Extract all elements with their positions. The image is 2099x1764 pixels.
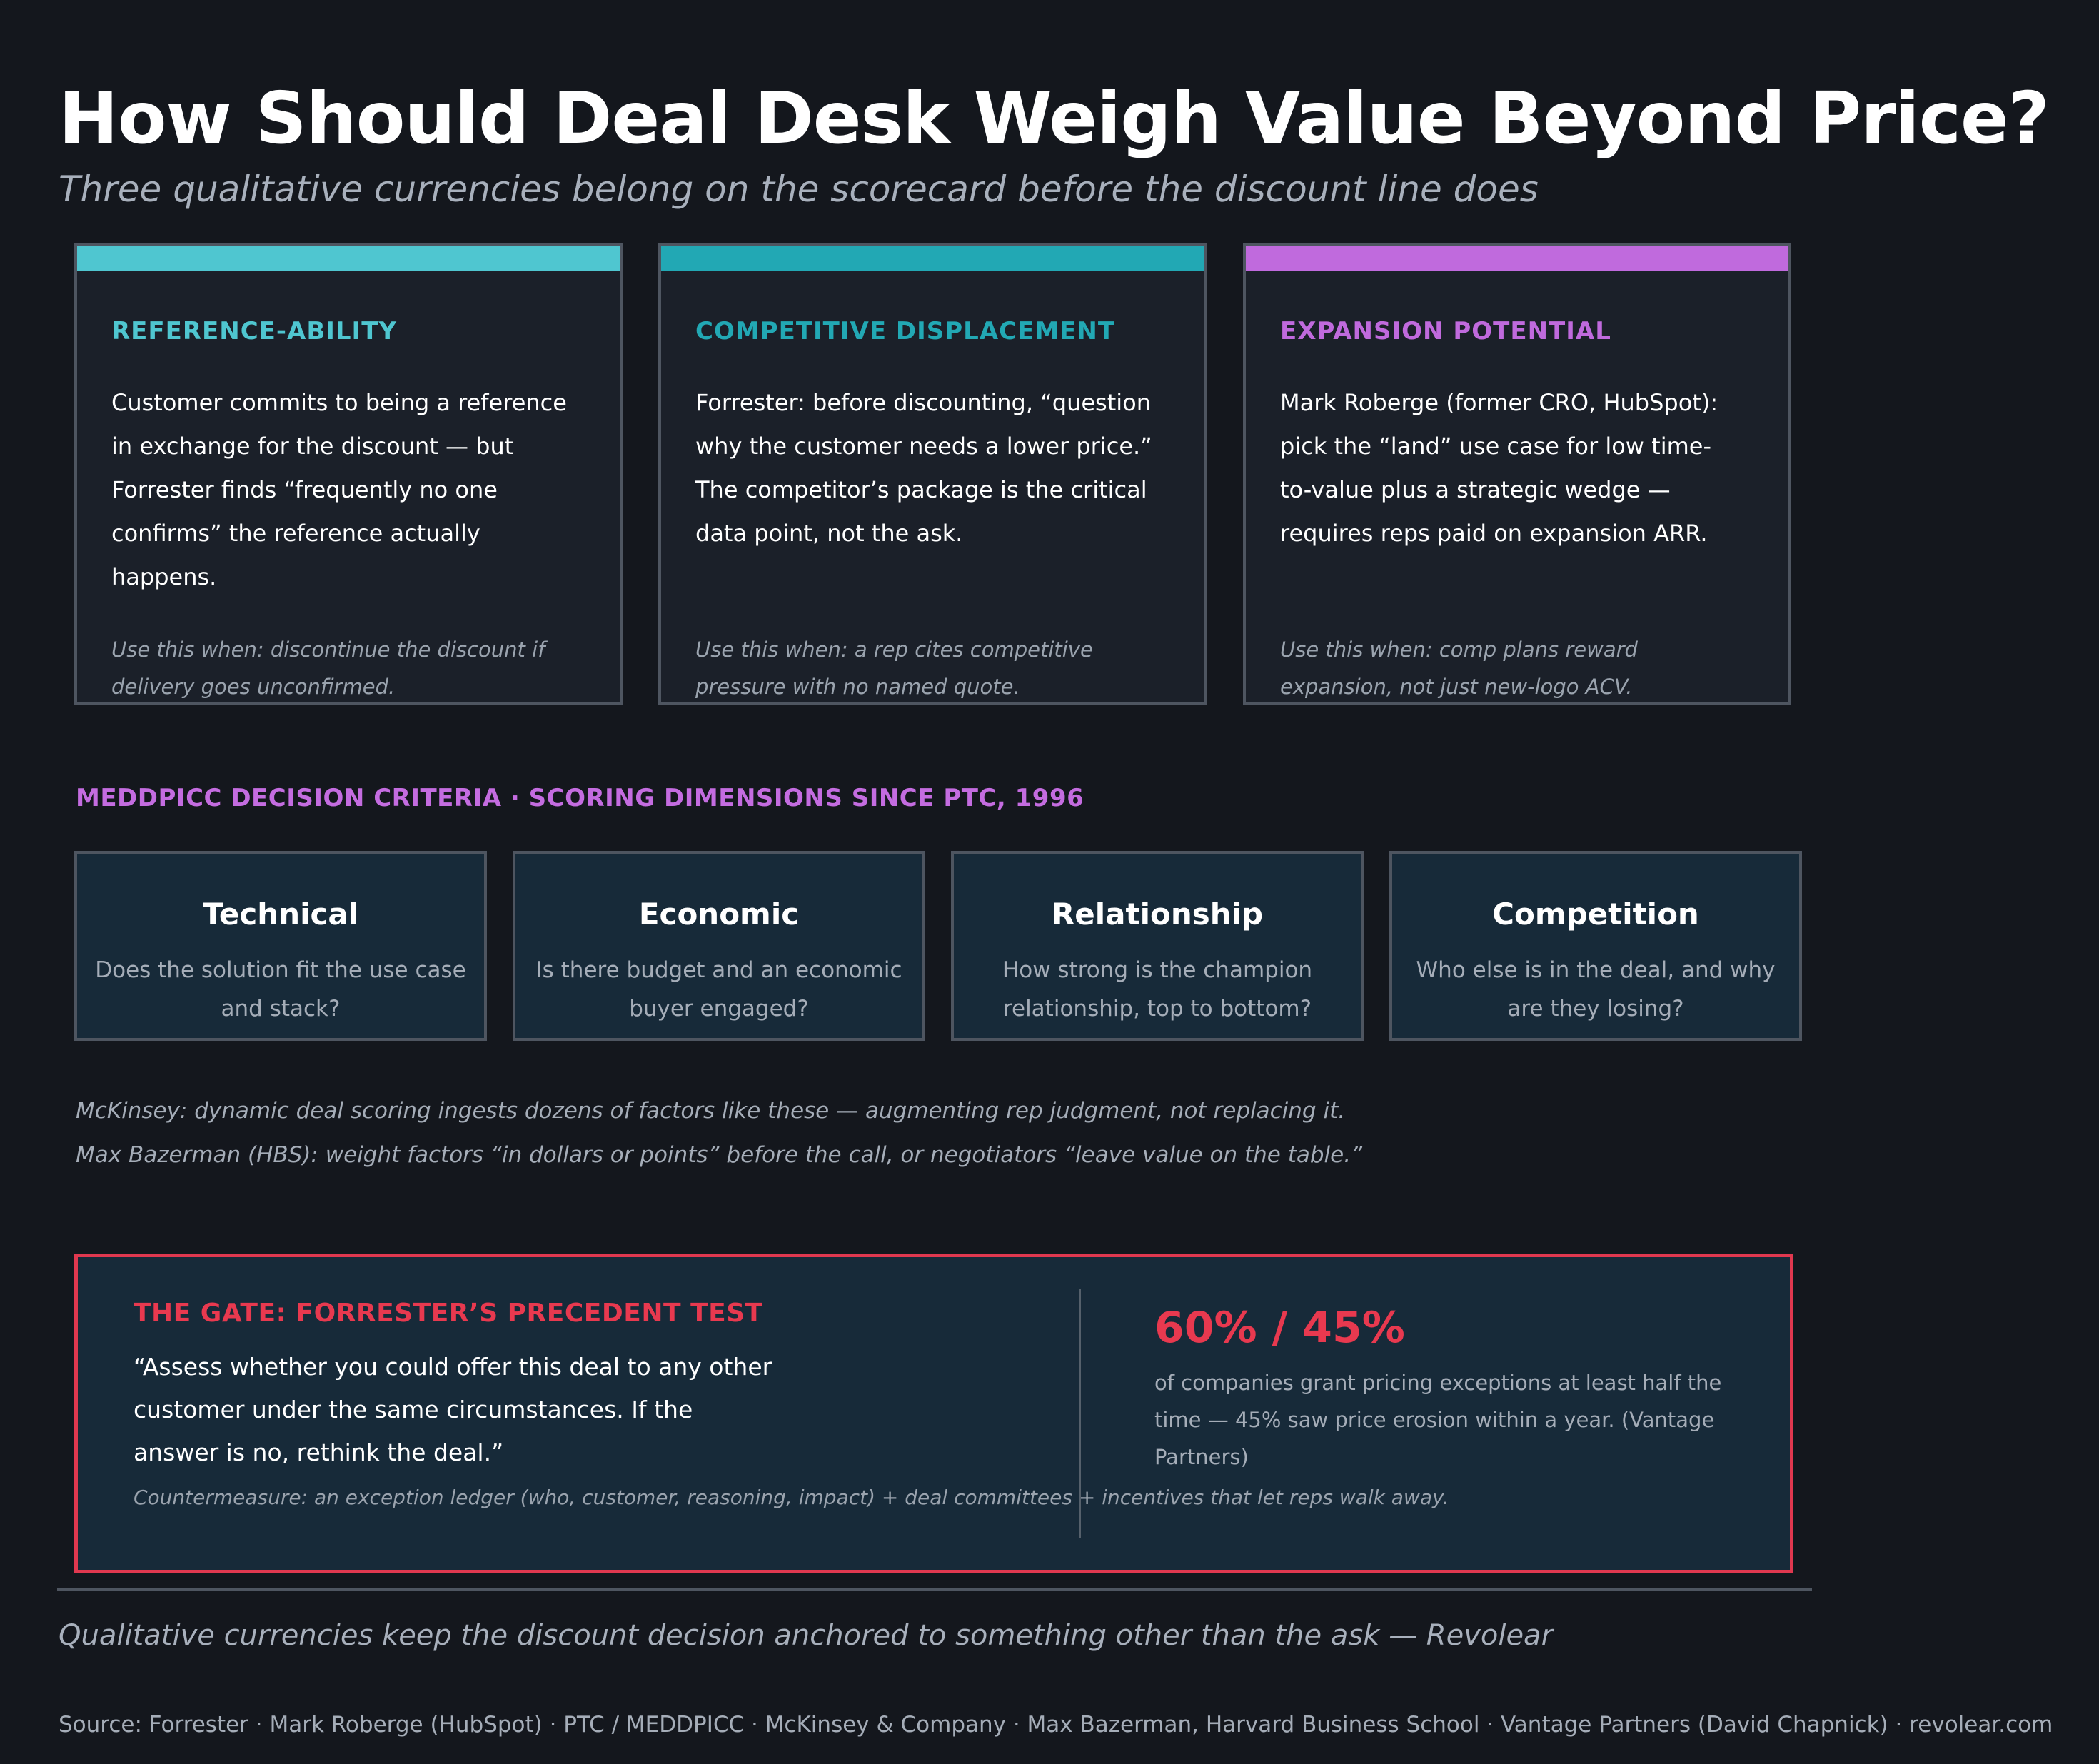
criterion-description: Who else is in the deal, and why are the… — [1416, 957, 1776, 1022]
card-accent-bar — [661, 246, 1204, 271]
card-body: Customer commits to being a reference in… — [111, 389, 567, 590]
gate-panel: THE GATE: FORRESTER’S PRECEDENT TEST “As… — [74, 1254, 1793, 1573]
card-accent-bar — [1246, 246, 1788, 271]
card-expansion-potential: EXPANSION POTENTIAL Mark Roberge (former… — [1243, 243, 1791, 705]
card-body: Mark Roberge (former CRO, HubSpot): pick… — [1280, 389, 1718, 547]
criterion-name: Relationship — [1051, 897, 1264, 932]
criterion-economic: Economic Is there budget and an economic… — [513, 851, 925, 1041]
card-competitive-displacement: COMPETITIVE DISPLACEMENT Forrester: befo… — [658, 243, 1207, 705]
note-bazerman: Max Bazerman (HBS): weight factors “in d… — [76, 1142, 1363, 1168]
page-subtitle: Three qualitative currencies belong on t… — [59, 168, 1539, 210]
card-title: EXPANSION POTENTIAL — [1280, 317, 1611, 346]
gate-title: THE GATE: FORRESTER’S PRECEDENT TEST — [134, 1299, 763, 1328]
footer-tagline: Qualitative currencies keep the discount… — [59, 1619, 1554, 1652]
page-title: How Should Deal Desk Weigh Value Beyond … — [59, 76, 2050, 160]
gate-stat: 60% / 45% — [1154, 1303, 1405, 1353]
footer-source: Source: Forrester · Mark Roberge (HubSpo… — [59, 1712, 2053, 1738]
note-mckinsey: McKinsey: dynamic deal scoring ingests d… — [76, 1098, 1346, 1124]
card-body: Forrester: before discounting, “question… — [695, 389, 1152, 547]
gate-quote: “Assess whether you could offer this dea… — [134, 1353, 772, 1466]
gate-countermeasure: Countermeasure: an exception ledger (who… — [134, 1486, 1449, 1509]
card-usage: Use this when: discontinue the discount … — [111, 637, 545, 699]
card-title: COMPETITIVE DISPLACEMENT — [695, 317, 1116, 346]
criterion-competition: Competition Who else is in the deal, and… — [1389, 851, 1802, 1041]
criterion-name: Economic — [638, 897, 800, 932]
criterion-name: Competition — [1492, 897, 1699, 932]
footer-divider — [57, 1588, 1812, 1591]
card-title: REFERENCE-ABILITY — [111, 317, 398, 346]
criterion-relationship: Relationship How strong is the champion … — [951, 851, 1364, 1041]
criterion-description: Is there budget and an economic buyer en… — [535, 957, 902, 1022]
gate-stat-description: of companies grant pricing exceptions at… — [1154, 1371, 1722, 1469]
criterion-description: Does the solution fit the use case and s… — [95, 957, 466, 1022]
criterion-technical: Technical Does the solution fit the use … — [74, 851, 487, 1041]
criterion-description: How strong is the champion relationship,… — [1002, 957, 1313, 1022]
gate-divider — [1079, 1289, 1081, 1538]
card-usage: Use this when: comp plans reward expansi… — [1280, 637, 1638, 699]
card-usage: Use this when: a rep cites competitive p… — [695, 637, 1093, 699]
card-reference-ability: REFERENCE-ABILITY Customer commits to be… — [74, 243, 623, 705]
criterion-name: Technical — [202, 897, 359, 932]
card-accent-bar — [77, 246, 620, 271]
criteria-section-label: MEDDPICC DECISION CRITERIA · SCORING DIM… — [76, 784, 1084, 812]
